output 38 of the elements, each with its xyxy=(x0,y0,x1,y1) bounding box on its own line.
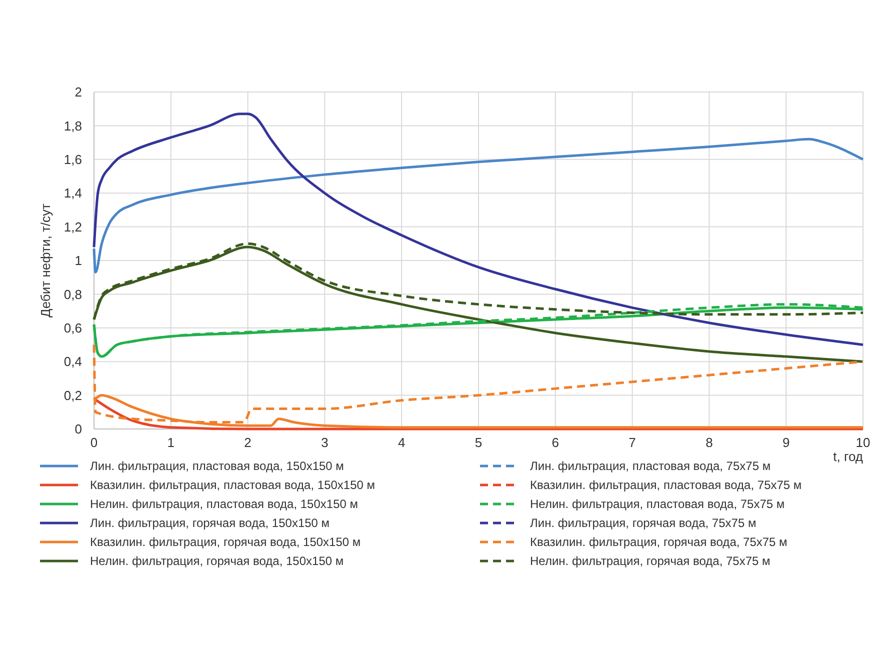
line-series xyxy=(92,112,864,346)
legend-label: Лин. фильтрация, пластовая вода, 150x150 м xyxy=(90,459,344,474)
x-tick-label: 9 xyxy=(782,435,790,450)
x-tick-label: 0 xyxy=(90,435,98,450)
y-tick-label: 1,8 xyxy=(64,118,82,134)
legend-label: Нелин. фильтрация, пластовая вода, 75x75 м xyxy=(530,497,785,512)
line-series xyxy=(92,138,864,274)
y-tick-label: 0,4 xyxy=(64,354,82,370)
x-axis-title: t, год xyxy=(833,449,864,464)
x-tick-label: 3 xyxy=(321,435,328,450)
legend-label: Квазилин. фильтрация, пластовая вода, 75x75 м xyxy=(530,478,802,492)
x-tick-label: 1 xyxy=(167,435,175,450)
x-tick-label: 7 xyxy=(628,435,636,450)
x-tick-label: 5 xyxy=(474,435,482,450)
legend-label: Лин. фильтрация, горячая вода, 75x75 м xyxy=(530,516,756,530)
y-tick-label: 0,6 xyxy=(64,320,82,336)
y-tick-label: 2 xyxy=(74,84,82,100)
y-tick-label: 1,2 xyxy=(64,219,82,234)
y-tick-label: 1,4 xyxy=(64,186,82,201)
legend-label: Квазилин. фильтрация, горячая вода, 150x150 м xyxy=(90,535,361,550)
y-tick-label: 0 xyxy=(74,422,82,437)
x-tick-label: 2 xyxy=(244,435,252,450)
x-tick-label: 6 xyxy=(552,435,560,450)
y-axis-title: Дебит нефти, т/сут xyxy=(38,203,53,318)
legend-label: Нелин. фильтрация, горячая вода, 75x75 м xyxy=(530,554,770,568)
legend-label: Нелин. фильтрация, горячая вода, 150x150 м xyxy=(90,554,344,568)
y-tick-label: 0,8 xyxy=(64,286,82,302)
legend-label: Квазилин. фильтрация, пластовая вода, 150x150 м xyxy=(90,478,376,492)
legend-label: Лин. фильтрация, горячая вода, 150x150 м xyxy=(90,516,330,530)
x-tick-label: 8 xyxy=(706,435,713,450)
y-tick-label: 1,6 xyxy=(64,152,82,167)
legend-label: Квазилин. фильтрация, горячая вода, 75x75 м xyxy=(530,535,788,550)
y-tick-label: 0,2 xyxy=(64,388,82,403)
legend-label: Нелин. фильтрация, пластовая вода, 150x150 м xyxy=(90,497,358,512)
x-tick-label: 4 xyxy=(398,435,406,450)
y-tick-label: 1 xyxy=(74,253,82,268)
x-tick-label: 10 xyxy=(856,435,870,450)
legend-label: Лин. фильтрация, пластовая вода, 75x75 м xyxy=(530,459,771,474)
